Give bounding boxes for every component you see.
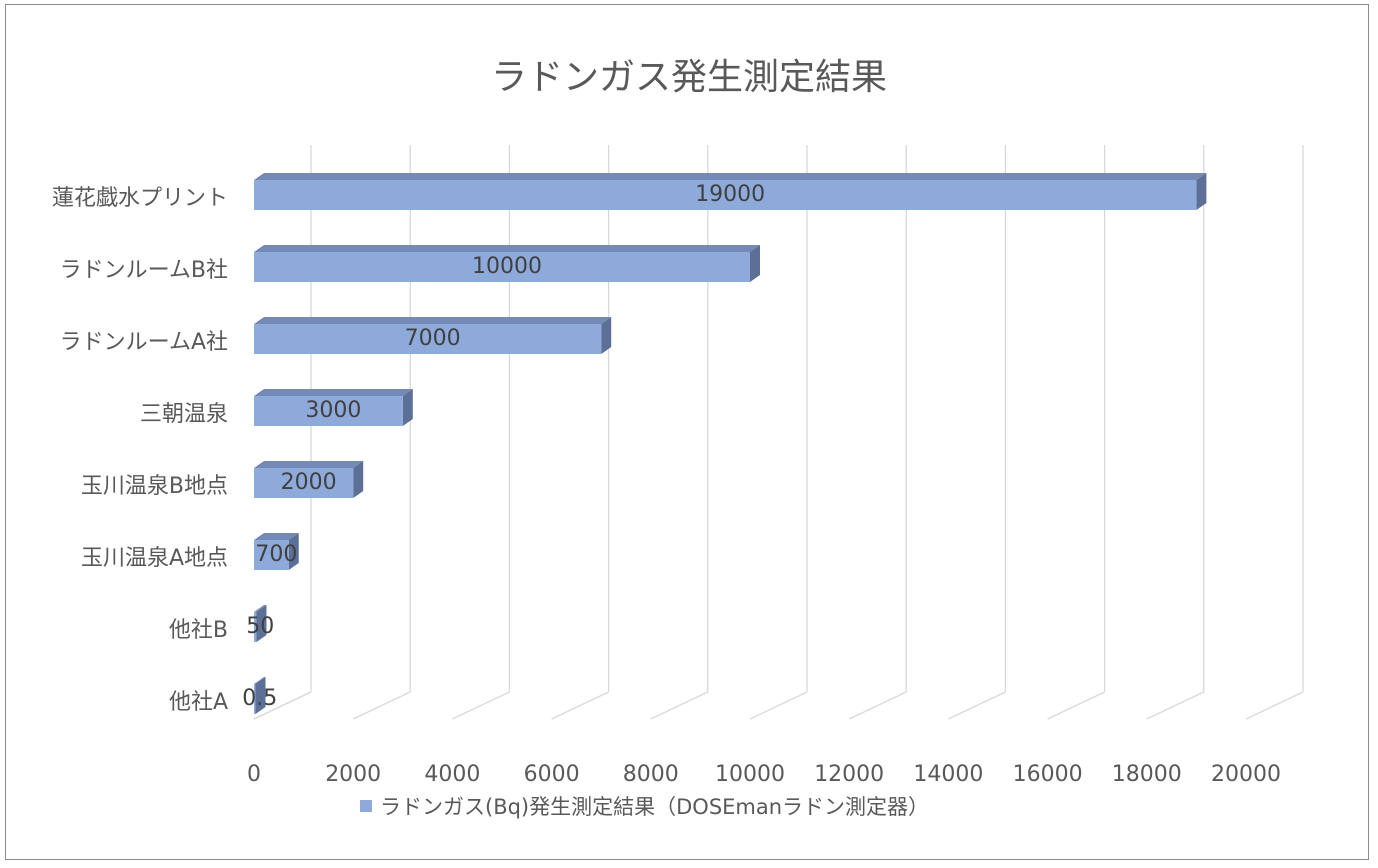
legend-series-label: ラドンガス(Bq)発生測定結果（DOSEmanラドン測定器）	[380, 795, 929, 819]
bar-side-face	[1196, 173, 1207, 210]
bar-side-face	[402, 389, 413, 426]
bars-layer	[254, 173, 1207, 714]
chart-frame: ラドンガス発生測定結果 蓮花戯水プリントラドンルームB社 ラドンルームA社三朝温泉…	[5, 4, 1369, 860]
x-tick-label: 4000	[424, 762, 480, 787]
gridline-floor	[452, 691, 510, 720]
grid-layer	[253, 145, 1304, 720]
data-label: 10000	[472, 254, 542, 279]
legend-swatch	[360, 800, 372, 812]
category-axis: 蓮花戯水プリントラドンルームB社ラドンルームA社三朝温泉玉川温泉B地点玉川温泉A…	[52, 186, 228, 715]
data-labels: 19000 10000 7000 3000 2000 700 50 0.5	[242, 182, 765, 711]
bar-top-face	[254, 317, 612, 324]
bar-top-face	[254, 461, 364, 468]
category-label: 玉川温泉A地点	[81, 546, 228, 571]
bar-side-face	[750, 245, 760, 282]
data-label: 50	[246, 614, 274, 639]
bar-front-face	[254, 540, 289, 570]
x-tick-label: 10000	[715, 762, 785, 787]
category-label: 三朝温泉	[140, 402, 228, 427]
bar[interactable]	[254, 173, 1207, 210]
x-tick-label: 6000	[524, 762, 580, 787]
bar[interactable]	[254, 245, 760, 282]
gridline-floor	[1245, 691, 1304, 720]
bar-front-face	[254, 612, 257, 642]
category-label: 玉川温泉B地点	[81, 474, 228, 499]
bar[interactable]	[254, 677, 266, 714]
category-label: 蓮花戯水プリント	[52, 186, 228, 211]
chart-svg: ラドンガス発生測定結果 蓮花戯水プリントラドンルームB社ラドンルームA社三朝温泉…	[52, 57, 1304, 819]
data-label: 2000	[281, 470, 337, 495]
data-label: 700	[255, 542, 297, 567]
gridline-floor	[352, 691, 411, 720]
bar-front-face	[254, 252, 750, 282]
bar-side-face	[353, 461, 364, 498]
bar[interactable]	[254, 605, 267, 642]
x-tick-label: 12000	[814, 762, 884, 787]
bar-top-face	[254, 389, 413, 396]
bar-side-face	[288, 533, 299, 570]
x-tick-label: 8000	[623, 762, 679, 787]
category-label: ラドンルームA社	[60, 330, 228, 355]
category-label: 他社B	[169, 618, 228, 643]
gridline-floor	[1047, 691, 1105, 720]
bar-top-face	[254, 533, 299, 540]
legend[interactable]: ラドンガス(Bq)発生測定結果（DOSEmanラドン測定器）	[360, 795, 929, 819]
bar-front-face	[254, 180, 1197, 210]
gridline-floor	[948, 691, 1006, 720]
x-tick-label: 0	[247, 762, 261, 787]
x-tick-label: 18000	[1112, 762, 1182, 787]
bar-top-face	[254, 605, 267, 612]
bar-top-face	[254, 173, 1207, 180]
x-tick-label: 16000	[1013, 762, 1083, 787]
bar[interactable]	[254, 389, 413, 426]
floor-edge	[253, 691, 312, 720]
bar-front-face	[254, 324, 602, 354]
gridline-floor	[1146, 691, 1205, 720]
gridline-floor	[551, 691, 609, 720]
bar-front-face	[254, 468, 354, 498]
data-label: 0.5	[242, 686, 277, 711]
data-label: 19000	[695, 182, 765, 207]
bar[interactable]	[254, 317, 612, 354]
x-tick-label: 2000	[325, 762, 381, 787]
bar-top-face	[254, 245, 760, 252]
bar[interactable]	[254, 533, 299, 570]
bar-front-face	[254, 684, 256, 714]
chart-title: ラドンガス発生測定結果	[491, 57, 887, 98]
data-label: 7000	[405, 326, 461, 351]
category-label: ラドンルームB社	[60, 258, 228, 283]
x-tick-label: 14000	[913, 762, 983, 787]
gridline-floor	[749, 691, 808, 720]
data-label: 3000	[305, 398, 361, 423]
value-axis: 0 2000 4000 6000 8000 10000 12000 14000 16000 180…	[247, 762, 1281, 787]
category-label: 他社A	[169, 690, 228, 715]
x-tick-label: 20000	[1211, 762, 1281, 787]
bar-top-face	[254, 677, 266, 684]
bar-side-face	[255, 677, 266, 714]
bar[interactable]	[254, 461, 364, 498]
bar-side-face	[256, 605, 267, 642]
bar-side-face	[601, 317, 612, 354]
gridline-floor	[650, 691, 709, 720]
gridline-floor	[848, 691, 907, 720]
bar-front-face	[254, 396, 403, 426]
